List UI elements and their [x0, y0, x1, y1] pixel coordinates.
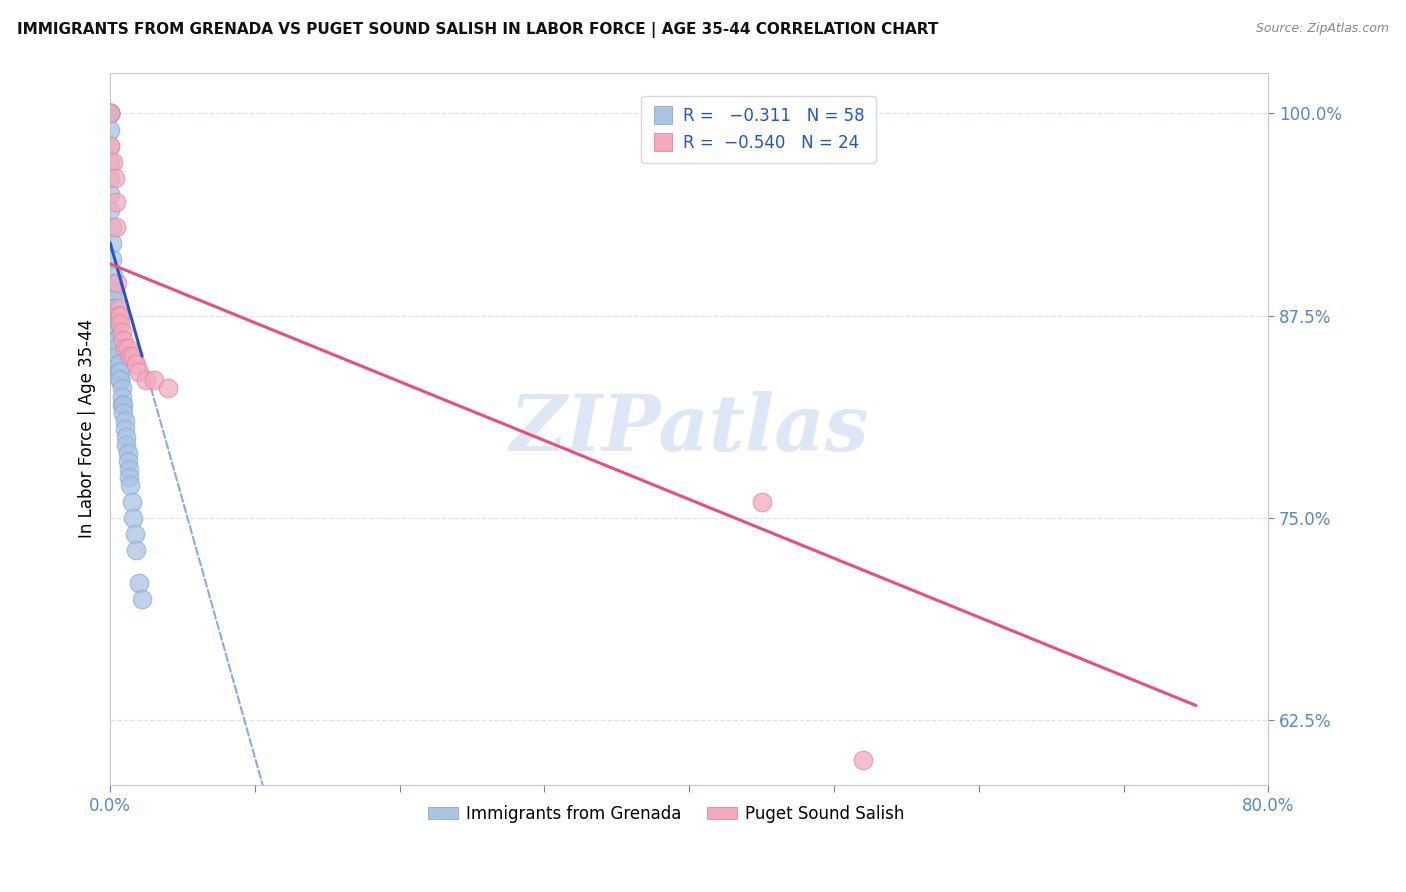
Point [118, 462, 141, 476]
Point [101, 285, 124, 299]
Point [101, 293, 124, 307]
Point [115, 430, 138, 444]
Point [98, 138, 121, 153]
Point [103, 317, 125, 331]
Point [103, 309, 125, 323]
Point [157, 381, 180, 395]
Point [103, 309, 125, 323]
Point [115, 438, 138, 452]
Point [105, 277, 128, 291]
Point [125, 357, 148, 371]
Point [101, 277, 124, 291]
Point [117, 446, 139, 460]
Point [103, 171, 125, 186]
Point [111, 325, 134, 339]
Point [103, 301, 125, 315]
Point [105, 349, 128, 363]
Point [114, 422, 136, 436]
Point [101, 268, 124, 283]
Point [104, 219, 127, 234]
Point [111, 390, 134, 404]
Point [108, 357, 131, 371]
Point [114, 341, 136, 355]
Point [98, 171, 121, 186]
Point [98, 106, 121, 120]
Point [110, 317, 132, 331]
Point [112, 406, 135, 420]
Point [108, 309, 131, 323]
Point [101, 155, 124, 169]
Point [98, 155, 121, 169]
Point [110, 373, 132, 387]
Point [98, 106, 121, 120]
Text: ZIPatlas: ZIPatlas [509, 391, 869, 467]
Point [104, 325, 127, 339]
Point [98, 138, 121, 153]
Point [120, 478, 142, 492]
Point [110, 373, 132, 387]
Point [104, 195, 127, 210]
Point [98, 106, 121, 120]
Point [111, 398, 134, 412]
Point [131, 591, 153, 606]
Point [128, 575, 150, 590]
Point [852, 754, 875, 768]
Point [111, 381, 134, 395]
Point [117, 454, 139, 468]
Point [110, 365, 132, 379]
Point [122, 349, 145, 363]
Point [105, 341, 128, 355]
Point [114, 414, 136, 428]
Point [105, 349, 128, 363]
Point [104, 325, 127, 339]
Point [98, 106, 121, 120]
Point [101, 301, 124, 315]
Point [112, 398, 135, 412]
Point [142, 373, 165, 387]
Point [98, 203, 121, 218]
Point [120, 349, 142, 363]
Point [108, 365, 131, 379]
Point [751, 494, 773, 508]
Point [121, 494, 143, 508]
Point [135, 373, 157, 387]
Point [117, 341, 139, 355]
Text: IMMIGRANTS FROM GRENADA VS PUGET SOUND SALISH IN LABOR FORCE | AGE 35-44 CORRELA: IMMIGRANTS FROM GRENADA VS PUGET SOUND S… [17, 22, 938, 38]
Point [100, 235, 122, 250]
Point [110, 309, 132, 323]
Point [98, 187, 121, 202]
Point [104, 333, 127, 347]
Point [105, 333, 128, 347]
Point [124, 527, 146, 541]
Point [122, 511, 145, 525]
Point [125, 543, 148, 558]
Point [104, 333, 127, 347]
Point [108, 357, 131, 371]
Point [100, 252, 122, 266]
Point [98, 106, 121, 120]
Point [100, 219, 122, 234]
Text: Source: ZipAtlas.com: Source: ZipAtlas.com [1256, 22, 1389, 36]
Point [118, 470, 141, 484]
Y-axis label: In Labor Force | Age 35-44: In Labor Force | Age 35-44 [79, 319, 96, 539]
Point [108, 301, 131, 315]
Legend: Immigrants from Grenada, Puget Sound Salish: Immigrants from Grenada, Puget Sound Sal… [422, 798, 911, 830]
Point [128, 365, 150, 379]
Point [112, 333, 135, 347]
Point [98, 106, 121, 120]
Point [103, 317, 125, 331]
Point [98, 122, 121, 136]
